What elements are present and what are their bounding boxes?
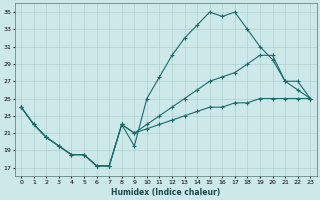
X-axis label: Humidex (Indice chaleur): Humidex (Indice chaleur) xyxy=(111,188,220,197)
